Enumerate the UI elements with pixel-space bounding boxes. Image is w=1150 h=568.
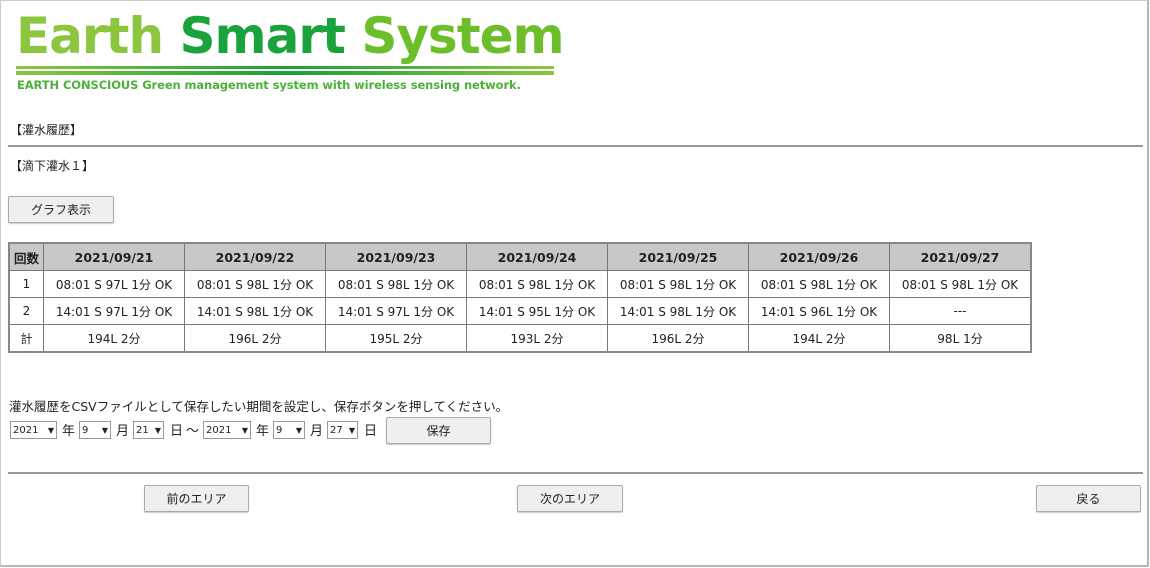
to-year-select[interactable]: 2021 ▼: [203, 421, 251, 439]
to-month-select[interactable]: 9 ▼: [273, 421, 305, 439]
table-cell: 196L 2分: [184, 324, 326, 353]
total-row: 計 194L 2分 196L 2分 195L 2分 193L 2分 196L 2分 194L…: [8, 324, 1032, 353]
divider: [8, 472, 1143, 474]
chevron-down-icon: ▼: [101, 425, 108, 435]
date-column-header: 2021/09/23: [325, 242, 467, 271]
table-cell: 14:01 S 95L 1分 OK: [466, 297, 608, 325]
date-column-header: 2021/09/26: [748, 242, 890, 271]
date-column-header: 2021/09/22: [184, 242, 326, 271]
table-cell: ---: [889, 297, 1032, 325]
table-cell: 193L 2分: [466, 324, 608, 353]
divider: [8, 145, 1143, 147]
next-area-button[interactable]: 次のエリア: [517, 485, 623, 512]
from-year-select[interactable]: 2021 ▼: [10, 421, 57, 439]
date-column-header: 2021/09/21: [43, 242, 185, 271]
selected-value: 27: [330, 424, 343, 436]
from-day-select[interactable]: 21 ▼: [133, 421, 164, 439]
logo-word: Smart: [179, 7, 345, 65]
table-cell: 08:01 S 98L 1分 OK: [607, 270, 749, 298]
logo-tagline: EARTH CONSCIOUS Green management system …: [17, 78, 521, 92]
date-column-header: 2021/09/27: [889, 242, 1032, 271]
logo-word: Earth: [16, 7, 164, 65]
day-label: 日: [170, 424, 184, 439]
table-cell: 08:01 S 98L 1分 OK: [466, 270, 608, 298]
chevron-down-icon: ▼: [348, 425, 355, 435]
selected-value: 21: [136, 424, 149, 436]
chevron-down-icon: ▼: [154, 425, 161, 435]
chevron-down-icon: ▼: [241, 425, 248, 435]
csv-instruction: 灌水履歴をCSVファイルとして保存したい期間を設定し、保存ボタンを押してください…: [9, 399, 509, 414]
chevron-down-icon: ▼: [295, 425, 302, 435]
table-cell: 08:01 S 97L 1分 OK: [43, 270, 185, 298]
table-cell: 08:01 S 98L 1分 OK: [748, 270, 890, 298]
month-label: 月: [116, 424, 130, 439]
table-cell: 08:01 S 98L 1分 OK: [184, 270, 326, 298]
chevron-down-icon: ▼: [47, 425, 54, 435]
table-cell: 194L 2分: [748, 324, 890, 353]
selected-value: 9: [276, 424, 283, 436]
section-title: 【灌水履歴】: [10, 123, 83, 137]
table-cell: 14:01 S 98L 1分 OK: [184, 297, 326, 325]
selected-value: 2021: [206, 424, 232, 436]
area-title: 【滴下灌水１】: [10, 159, 95, 173]
selected-value: 2021: [13, 424, 39, 436]
back-button[interactable]: 戻る: [1036, 485, 1141, 512]
table-row: 1 08:01 S 97L 1分 OK 08:01 S 98L 1分 OK 08:01…: [8, 270, 1032, 298]
table-cell: 14:01 S 96L 1分 OK: [748, 297, 890, 325]
previous-area-button[interactable]: 前のエリア: [144, 485, 249, 512]
range-separator: ～: [186, 424, 200, 439]
table-cell: 08:01 S 98L 1分 OK: [889, 270, 1032, 298]
table-cell: 195L 2分: [325, 324, 467, 353]
table-cell: 14:01 S 97L 1分 OK: [325, 297, 467, 325]
table-row: 2 14:01 S 97L 1分 OK 14:01 S 98L 1分 OK 14:01…: [8, 297, 1032, 325]
table-cell: 194L 2分: [43, 324, 185, 353]
table-cell: 196L 2分: [607, 324, 749, 353]
irrigation-history-table: 回数 2021/09/21 2021/09/22 2021/09/23 2021/09/…: [8, 242, 1032, 353]
selected-value: 9: [82, 424, 89, 436]
to-day-select[interactable]: 27 ▼: [327, 421, 358, 439]
row-label: 2: [8, 297, 44, 325]
table-cell: 08:01 S 98L 1分 OK: [325, 270, 467, 298]
count-header: 回数: [8, 242, 44, 271]
graph-display-button[interactable]: グラフ表示: [8, 196, 114, 223]
save-button[interactable]: 保存: [386, 417, 491, 444]
table-cell: 14:01 S 98L 1分 OK: [607, 297, 749, 325]
logo-stripe: [16, 66, 554, 69]
logo-stripe: [16, 71, 554, 75]
date-column-header: 2021/09/24: [466, 242, 608, 271]
year-label: 年: [62, 424, 76, 439]
table-cell: 98L 1分: [889, 324, 1032, 353]
table-cell: 14:01 S 97L 1分 OK: [43, 297, 185, 325]
logo-word: System: [361, 7, 564, 65]
date-column-header: 2021/09/25: [607, 242, 749, 271]
month-label: 月: [310, 424, 324, 439]
logo: Earth Smart System: [16, 6, 565, 66]
row-label: 1: [8, 270, 44, 298]
year-label: 年: [256, 424, 270, 439]
day-label: 日: [364, 424, 378, 439]
from-month-select[interactable]: 9 ▼: [79, 421, 111, 439]
row-label: 計: [8, 324, 44, 353]
